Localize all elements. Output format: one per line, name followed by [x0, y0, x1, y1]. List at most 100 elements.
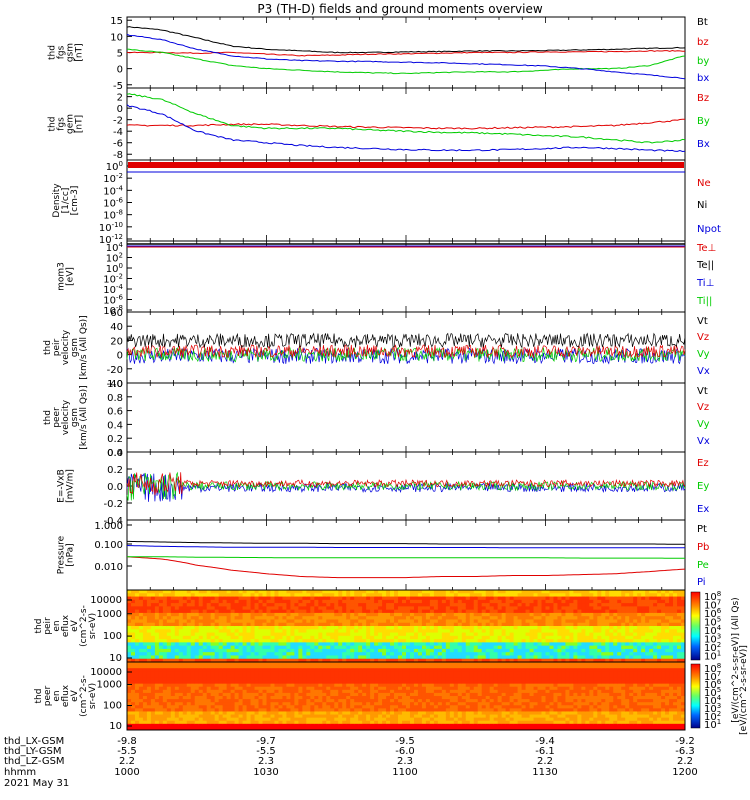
spectrogram-cell: [521, 590, 527, 594]
spectrogram-cell: [637, 626, 642, 630]
spectrogram-cell: [322, 711, 327, 716]
spectrogram-cell: [645, 616, 650, 620]
spectrogram-cell: [282, 671, 287, 675]
spectrogram-cell: [322, 717, 327, 722]
spectrogram-cell: [521, 593, 527, 598]
spectrogram-cell: [314, 616, 319, 620]
spectrogram-cell: [186, 596, 192, 601]
spectrogram-cell: [541, 616, 546, 620]
spectrogram-cell: [449, 596, 455, 601]
spectrogram-cell: [194, 686, 200, 691]
spectrogram-cell: [286, 677, 291, 682]
spectrogram-cell: [493, 603, 499, 607]
spectrogram-cell: [298, 668, 303, 672]
spectrogram-cell: [234, 655, 240, 660]
spectrogram-cell: [294, 674, 299, 678]
spectrogram-cell: [525, 612, 531, 617]
spectrogram-cell: [497, 626, 503, 630]
spectrogram-cell: [226, 652, 232, 656]
spectrogram-cell: [417, 658, 423, 663]
spectrogram-cell: [342, 596, 347, 601]
spectrogram-cell: [274, 699, 279, 703]
spectrogram-cell: [222, 606, 228, 611]
spectrogram-cell: [501, 599, 507, 604]
spectrogram-cell: [561, 616, 566, 620]
spectrogram-cell: [274, 711, 279, 716]
spectrogram-cell: [318, 689, 323, 694]
spectrogram-cell: [633, 590, 638, 594]
spectrogram-cell: [537, 606, 543, 611]
spectrogram-cell: [425, 616, 431, 620]
spectrogram-cell: [346, 652, 351, 656]
spectrogram-cell: [158, 658, 164, 663]
spectrogram-cell: [457, 648, 463, 653]
spectrogram-cell: [282, 723, 287, 728]
spectrogram-cell: [226, 639, 232, 643]
spectrogram-cell: [453, 655, 459, 660]
spectrogram-cell: [374, 616, 379, 620]
spectrogram-cell: [649, 619, 654, 624]
spectrogram-cell: [561, 590, 566, 594]
spectrogram-cell: [210, 645, 216, 650]
spectrogram-cell: [322, 708, 327, 712]
spectrogram-cell: [545, 616, 550, 620]
spectrogram-cell: [625, 619, 630, 624]
legend-vt: Vt: [697, 316, 708, 327]
spectrogram-cell: [190, 603, 196, 607]
spectrogram-cell: [258, 711, 264, 716]
spectrogram-cell: [613, 622, 618, 627]
spectrogram-cell: [158, 593, 164, 598]
spectrogram-cell: [342, 662, 347, 666]
spectrogram-cell: [557, 648, 562, 653]
spectrogram-cell: [493, 648, 499, 653]
spectrogram-cell: [585, 596, 590, 601]
spectrogram-cell: [218, 683, 224, 688]
spectrogram-cell: [589, 609, 594, 614]
spectrogram-cell: [270, 635, 275, 640]
spectrogram-cell: [194, 599, 200, 604]
spectrogram-cell: [342, 671, 347, 675]
spectrogram-cell: [338, 671, 343, 675]
spectrogram-cell: [154, 596, 160, 601]
spectrogram-cell: [150, 696, 156, 700]
spectrogram-cell: [178, 665, 184, 669]
spectrogram-cell: [390, 590, 395, 594]
spectrogram-cell: [238, 629, 244, 634]
panel-frame: [126, 240, 686, 313]
spectrogram-cell: [266, 720, 271, 725]
spectrogram-cell: [573, 612, 578, 617]
spectrogram-cell: [158, 680, 164, 685]
spectrogram-cell: [505, 603, 511, 607]
spectrogram-cell: [142, 683, 148, 688]
spectrogram-cell: [130, 683, 136, 688]
spectrogram-cell: [673, 596, 678, 601]
spectrogram-cell: [182, 606, 188, 611]
spectrogram-cell: [342, 699, 347, 703]
spectrogram-cell: [513, 619, 519, 624]
spectrogram-cell: [266, 629, 271, 634]
spectrogram-cell: [398, 619, 403, 624]
spectrogram-cell: [138, 680, 144, 685]
spectrogram-cell: [374, 655, 379, 660]
spectrogram-cell: [525, 632, 531, 637]
spectrogram-cell: [286, 702, 291, 706]
spectrogram-cell: [521, 629, 527, 634]
spectrogram-cell: [501, 648, 507, 653]
spectrogram-cell: [174, 723, 180, 728]
spectrogram-cell: [382, 648, 387, 653]
spectrogram-cell: [453, 596, 459, 601]
spectrogram-cell: [294, 696, 299, 700]
spectrogram-cell: [127, 635, 132, 640]
spectrogram-cell: [210, 616, 216, 620]
spectrogram-cell: [306, 692, 311, 697]
spectrogram-cell: [134, 609, 140, 614]
spectrogram-cell: [421, 616, 427, 620]
spectrogram-cell: [681, 593, 686, 598]
spectrogram-cell: [130, 648, 136, 653]
spectrogram-cell: [262, 603, 267, 607]
spectrogram-cell: [286, 603, 291, 607]
spectrogram-cell: [565, 652, 570, 656]
spectrogram-cell: [421, 648, 427, 653]
spectrogram-cell: [402, 655, 407, 660]
spectrogram-cell: [681, 609, 686, 614]
